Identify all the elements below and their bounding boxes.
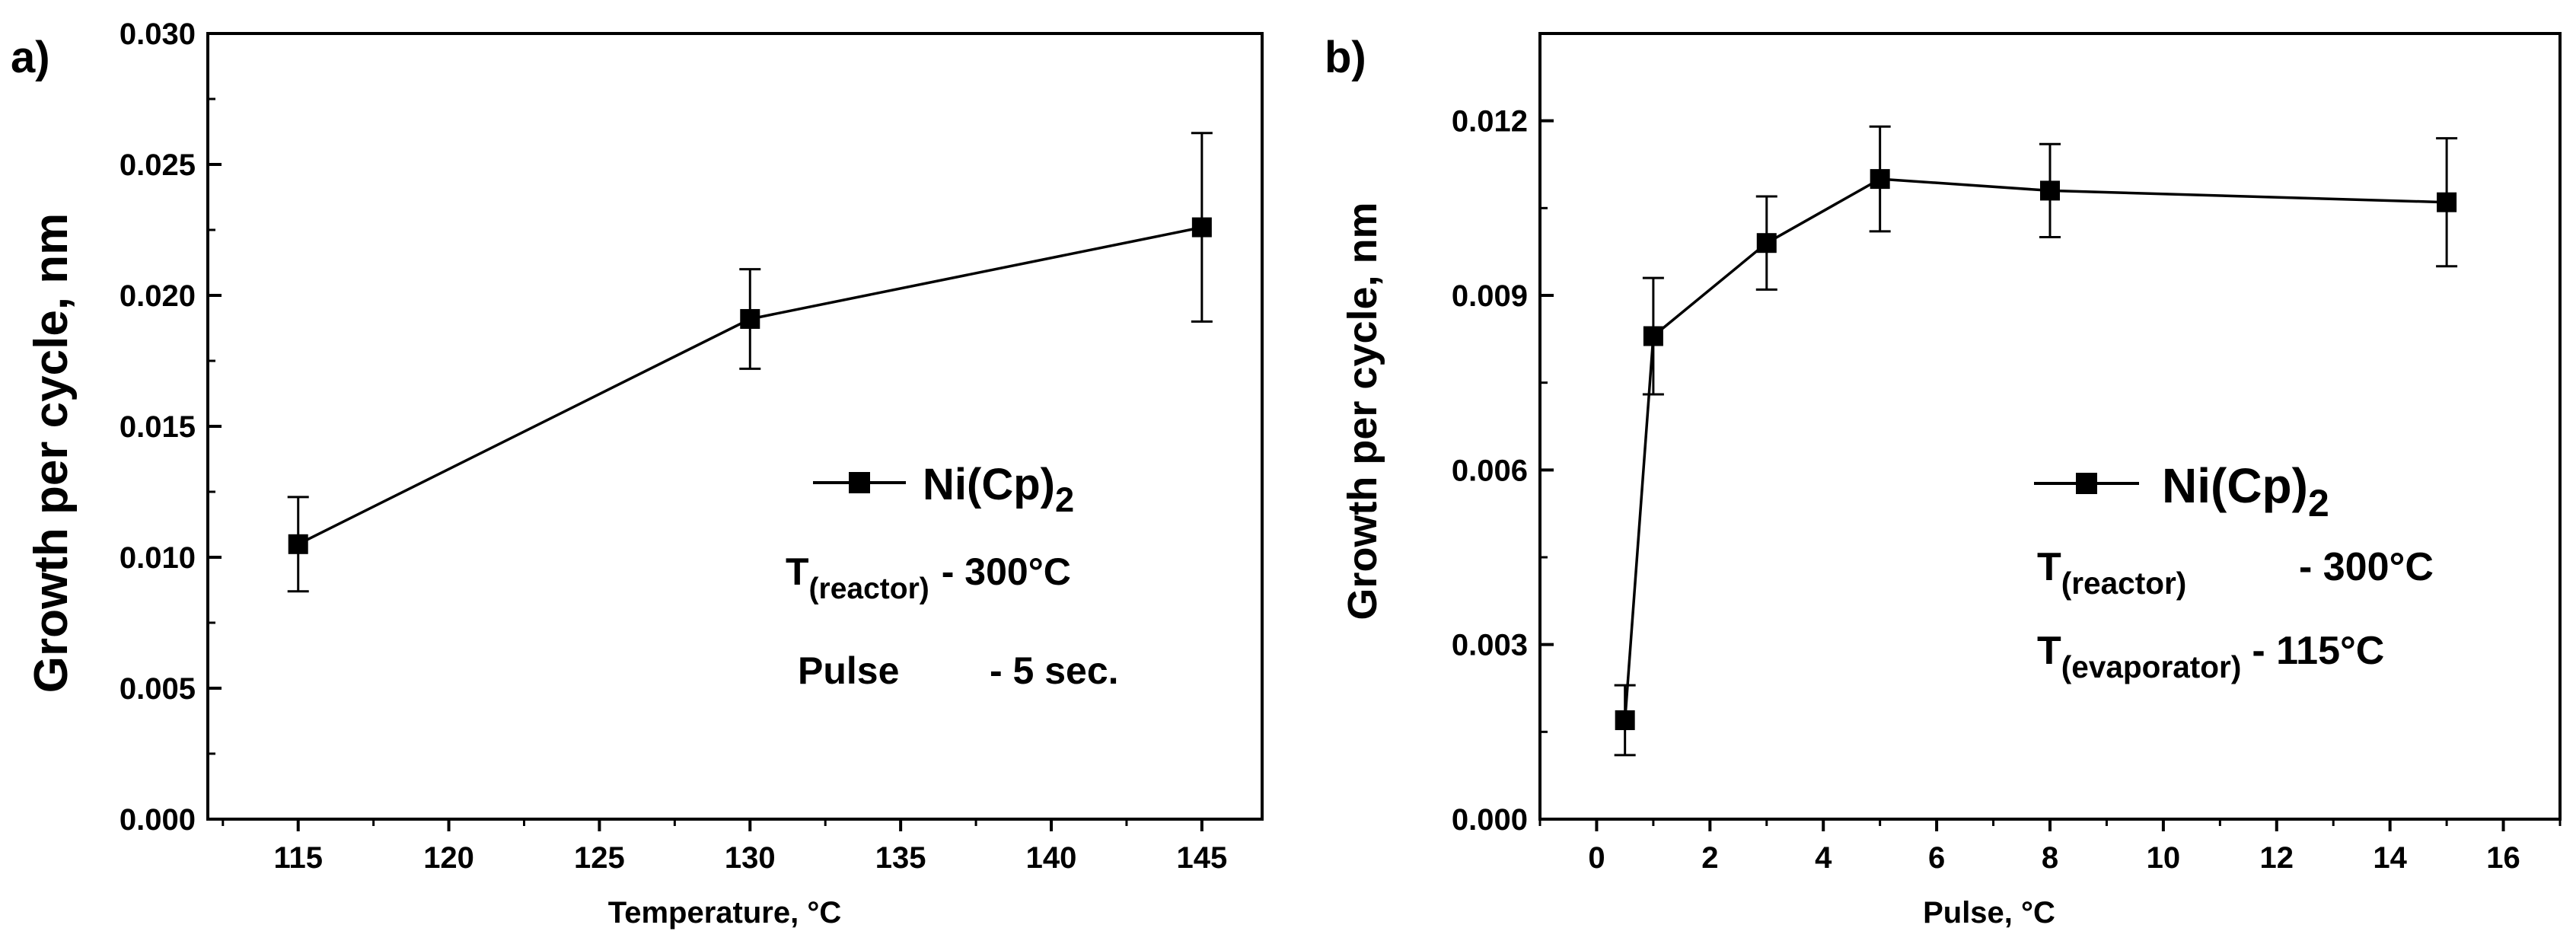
panel-b-legend-marker xyxy=(2076,473,2097,494)
panel-a-legend-pulse-label: Pulse xyxy=(798,649,899,692)
panel-b-legend-series: Ni(Cp)2 xyxy=(2162,458,2329,525)
panel-a-x-tick-label: 120 xyxy=(423,841,474,875)
panel-b-legend-evaporator-value: - 115°C xyxy=(2252,629,2384,673)
panel-b-x-tick-label: 14 xyxy=(2373,841,2407,875)
panel-a-legend-series-main: Ni(Cp) xyxy=(923,460,1055,509)
panel-a-y-tick-label: 0.030 xyxy=(120,18,196,51)
panel-a-legend-reactor: T(reactor) - 300°C xyxy=(786,550,1071,605)
panel-b-ticks: 0.000 0.003 0.006 0.009 0.012 0 2 4 6 8 10 12 14 16 xyxy=(1452,32,2562,875)
panel-a-y-axis-title: Growth per cycle, nm xyxy=(25,213,78,694)
panel-a-data-point xyxy=(288,534,308,554)
panel-b-data-point xyxy=(2437,192,2457,212)
panel-b-legend-reactor: T(reactor) xyxy=(2037,545,2186,601)
panel-a-x-axis-title: Temperature, °C xyxy=(608,896,841,930)
panel-a-legend: Ni(Cp)2 T(reactor) - 300°C Pulse - 5 sec. xyxy=(786,460,1119,692)
panel-a-legend-reactor-value: - 300°C xyxy=(942,550,1071,593)
panel-a-y-tick-label: 0.025 xyxy=(120,148,196,182)
panel-b-y-tick-label: 0.000 xyxy=(1452,803,1528,837)
panel-b-y-tick-label: 0.003 xyxy=(1452,629,1528,662)
panel-b-x-axis-title: Pulse, °C xyxy=(1923,896,2055,930)
panel-b-legend-series-main: Ni(Cp) xyxy=(2162,458,2308,513)
panel-a-legend-reactor-main: T xyxy=(786,550,809,593)
panel-a-legend-pulse-value: - 5 sec. xyxy=(990,649,1119,692)
panel-b-data-point xyxy=(1615,710,1635,731)
panel-b-legend-reactor-main: T xyxy=(2037,545,2061,589)
panel-a-legend-series-sub: 2 xyxy=(1055,480,1074,519)
panel-a-legend-reactor-sub: (reactor) xyxy=(809,572,929,605)
panel-b-y-axis-title: Growth per cycle, nm xyxy=(1340,202,1385,620)
panel-b-x-tick-label: 2 xyxy=(1701,841,1718,875)
panel-a-plot-frame xyxy=(206,32,1264,821)
panel-b-x-tick-label: 8 xyxy=(2042,841,2058,875)
panel-a-x-tick-label: 130 xyxy=(725,841,776,875)
panel-b-legend-reactor-sub: (reactor) xyxy=(2061,566,2186,601)
panel-b-y-tick-label: 0.012 xyxy=(1452,105,1528,139)
panel-a-letter: a) xyxy=(11,33,50,82)
panel-b-series xyxy=(1614,125,2458,757)
panel-b-legend-evaporator-sub: (evaporator) xyxy=(2061,649,2242,684)
panel-b-x-tick-label: 12 xyxy=(2260,841,2294,875)
panel-a-y-tick-label: 0.005 xyxy=(120,672,196,706)
panel-a-data-point xyxy=(740,308,760,329)
panel-a-x-tick-label: 135 xyxy=(875,841,926,875)
panel-b-data-point xyxy=(1870,169,1890,190)
panel-b-letter: b) xyxy=(1325,33,1366,82)
panel-b-y-tick-label: 0.009 xyxy=(1452,279,1528,313)
panel-a-ticks: 0.000 0.005 0.010 0.015 0.020 0.025 0.030 115 12… xyxy=(120,18,1227,875)
panel-b-data-point xyxy=(2040,180,2060,201)
panel-b-legend-reactor-value: - 300°C xyxy=(2299,545,2434,589)
panel-a-x-tick-label: 115 xyxy=(273,841,323,875)
panel-b-legend-evaporator: T(evaporator) - 115°C xyxy=(2037,629,2384,684)
panel-a-legend-marker xyxy=(849,472,870,493)
panel-a-data-point xyxy=(1191,217,1212,238)
panel-a-x-tick-label: 140 xyxy=(1026,841,1077,875)
panel-b-x-tick-label: 0 xyxy=(1588,841,1605,875)
panel-a-series xyxy=(287,132,1213,593)
panel-a: a) Growth per cycle, nm Temperature, °C … xyxy=(11,18,1264,930)
panel-a-y-tick-label: 0.010 xyxy=(120,541,196,575)
panel-b-x-tick-label: 4 xyxy=(1815,841,1832,875)
panel-a-x-tick-label: 125 xyxy=(574,841,625,875)
panel-a-y-tick-label: 0.015 xyxy=(120,410,196,444)
panel-b-x-tick-label: 16 xyxy=(2486,841,2520,875)
panel-b: b) Growth per cycle, nm Pulse, °C 0.0000… xyxy=(1325,32,2562,930)
panel-b-legend: Ni(Cp)2 T(reactor) - 300°C T(evaporator)… xyxy=(2034,458,2434,684)
panel-b-legend-evaporator-main: T xyxy=(2037,629,2061,673)
panel-a-legend-series: Ni(Cp)2 xyxy=(923,460,1074,519)
panel-b-x-tick-label: 10 xyxy=(2147,841,2181,875)
panel-b-x-tick-label: 6 xyxy=(1928,841,1945,875)
panel-b-data-point xyxy=(1756,233,1777,254)
panel-a-x-tick-label: 145 xyxy=(1176,841,1227,875)
panel-a-y-tick-label: 0.000 xyxy=(120,803,196,837)
panel-b-y-tick-label: 0.006 xyxy=(1452,454,1528,487)
panel-b-legend-series-sub: 2 xyxy=(2308,482,2329,525)
panel-b-data-point xyxy=(1643,326,1663,346)
panel-b-series-line xyxy=(1623,177,2447,721)
panel-a-y-tick-label: 0.020 xyxy=(120,279,196,313)
